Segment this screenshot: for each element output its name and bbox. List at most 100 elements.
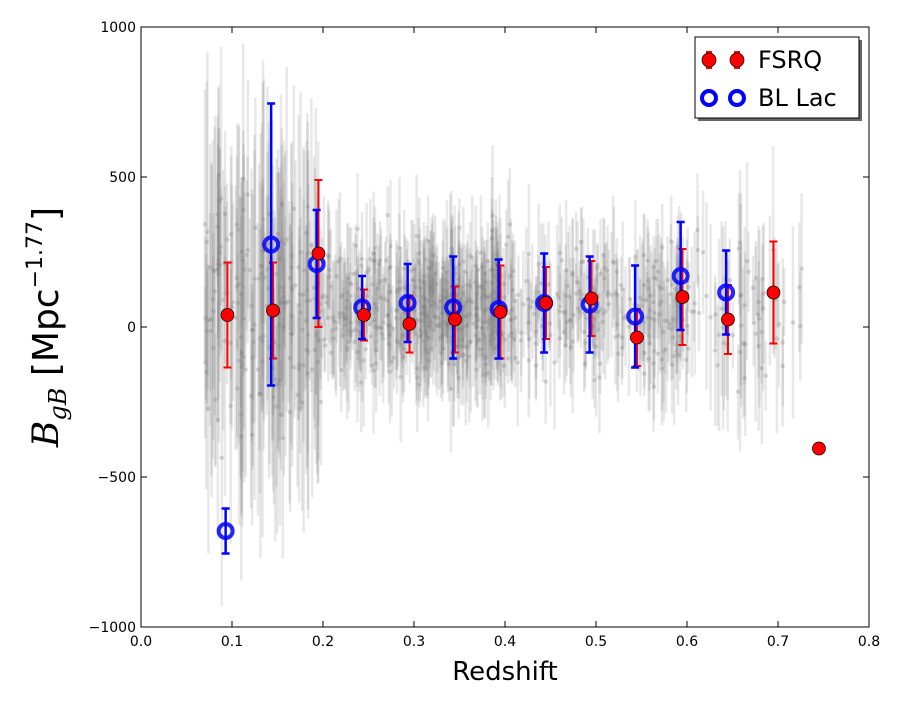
background-point xyxy=(465,323,470,328)
background-point xyxy=(368,256,373,262)
background-point xyxy=(474,291,480,297)
background-point xyxy=(216,172,221,178)
background-point xyxy=(370,282,375,287)
background-point xyxy=(460,351,466,357)
background-point xyxy=(333,326,339,331)
background-point xyxy=(252,322,257,328)
background-point xyxy=(211,308,216,314)
background-point xyxy=(430,278,436,284)
background-point xyxy=(397,279,402,284)
background-point xyxy=(563,343,568,348)
background-point xyxy=(216,272,221,277)
background-point xyxy=(482,307,487,312)
background-point xyxy=(260,217,266,222)
background-point xyxy=(435,305,440,311)
background-point xyxy=(426,335,431,341)
background-point xyxy=(567,294,572,299)
background-point xyxy=(526,320,531,325)
background-point xyxy=(780,340,785,345)
background-point xyxy=(538,281,544,286)
background-point xyxy=(598,271,603,276)
background-point xyxy=(444,280,450,286)
background-point xyxy=(444,270,450,275)
background-point xyxy=(460,337,465,343)
background-point xyxy=(256,276,262,281)
background-point xyxy=(289,253,294,258)
bllac-point xyxy=(626,307,645,326)
background-point xyxy=(741,341,746,346)
background-point xyxy=(597,361,603,366)
background-point xyxy=(236,281,242,287)
background-point xyxy=(416,258,421,263)
background-point xyxy=(304,298,309,304)
background-point xyxy=(489,331,494,336)
background-point xyxy=(669,326,674,332)
background-point xyxy=(759,329,764,335)
background-point xyxy=(421,279,426,284)
background-point xyxy=(241,316,247,321)
background-point xyxy=(429,290,435,296)
background-point xyxy=(375,286,380,291)
background-point xyxy=(440,360,445,365)
background-point xyxy=(356,322,362,327)
background-point xyxy=(502,282,507,287)
background-point xyxy=(669,239,674,244)
background-point xyxy=(561,330,567,335)
background-point xyxy=(463,358,468,364)
background-point xyxy=(760,306,766,311)
background-point xyxy=(230,299,235,305)
background-point xyxy=(287,409,293,415)
background-point xyxy=(371,368,376,373)
background-point xyxy=(300,327,305,332)
background-point xyxy=(427,284,432,290)
background-point xyxy=(751,320,756,325)
background-point xyxy=(240,361,246,367)
background-point xyxy=(677,334,683,339)
background-point xyxy=(423,347,428,352)
background-point xyxy=(324,294,329,300)
background-point xyxy=(469,299,475,305)
background-point xyxy=(358,380,364,385)
background-point xyxy=(309,243,314,248)
background-point xyxy=(282,241,287,246)
background-point xyxy=(642,282,647,288)
legend: FSRQ BL Lac xyxy=(694,36,862,121)
background-point xyxy=(328,350,334,355)
fsrq-point xyxy=(402,317,417,331)
background-point xyxy=(340,333,345,338)
background-point xyxy=(348,332,353,338)
legend-item-bllac: BL Lac xyxy=(700,84,837,112)
fsrq-point xyxy=(675,290,690,304)
background-point xyxy=(605,292,610,297)
background-point xyxy=(614,269,619,275)
background-point xyxy=(659,357,665,362)
bllac-series xyxy=(216,102,736,555)
background-point xyxy=(563,310,568,315)
background-point xyxy=(429,282,435,288)
background-point xyxy=(756,299,761,305)
background-point xyxy=(271,395,276,400)
background-point xyxy=(611,260,617,266)
background-point xyxy=(602,265,607,271)
background-point xyxy=(419,331,424,336)
background-point xyxy=(346,276,351,281)
background-point xyxy=(378,279,384,284)
background-point xyxy=(492,329,498,335)
background-point xyxy=(306,250,311,256)
legend-label-fsrq: FSRQ xyxy=(758,46,822,74)
background-point xyxy=(250,327,256,333)
background-point xyxy=(761,291,766,296)
background-point xyxy=(505,234,511,239)
background-point xyxy=(259,264,265,269)
background-point xyxy=(485,258,490,264)
background-point xyxy=(260,248,265,254)
background-point xyxy=(235,386,240,391)
background-point xyxy=(490,280,495,286)
background-point xyxy=(422,365,428,370)
background-point xyxy=(467,297,473,302)
background-point xyxy=(205,229,210,235)
background-point xyxy=(673,286,678,291)
background-point xyxy=(651,361,656,366)
background-point xyxy=(359,263,364,268)
bllac-point xyxy=(216,522,235,540)
